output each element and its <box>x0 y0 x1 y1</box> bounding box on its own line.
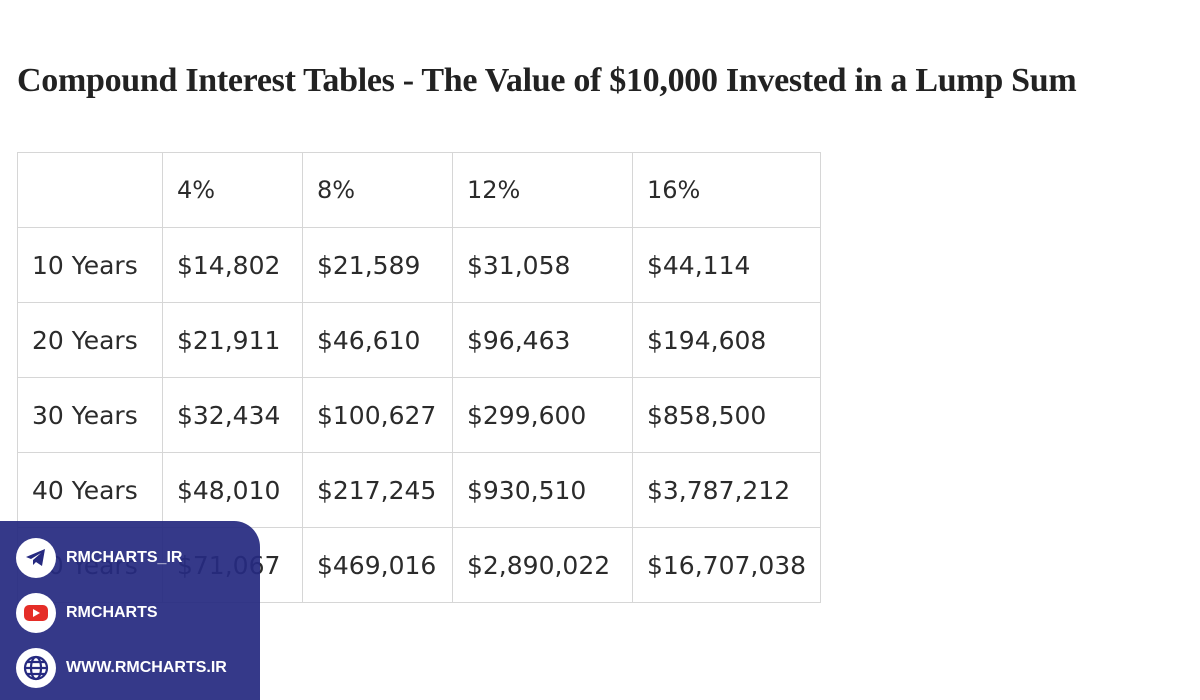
youtube-link[interactable]: RMCHARTS <box>16 593 158 633</box>
column-header: 4% <box>162 152 303 228</box>
value-cell: $21,911 <box>162 302 303 378</box>
watermark-panel: RMCHARTS_IR RMCHARTS WWW.RMCHARTS.IR <box>0 521 260 700</box>
value-cell: $44,114 <box>632 227 821 303</box>
column-header: 16% <box>632 152 821 228</box>
value-cell: $217,245 <box>302 452 453 528</box>
youtube-icon <box>16 593 56 633</box>
value-cell: $31,058 <box>452 227 633 303</box>
row-label: 10 Years <box>17 227 163 303</box>
telegram-icon <box>16 538 56 578</box>
telegram-handle: RMCHARTS_IR <box>66 549 183 566</box>
value-cell: $2,890,022 <box>452 527 633 603</box>
row-label: 20 Years <box>17 302 163 378</box>
value-cell: $299,600 <box>452 377 633 453</box>
value-cell: $3,787,212 <box>632 452 821 528</box>
value-cell: $32,434 <box>162 377 303 453</box>
table-row: 10 Years $14,802 $21,589 $31,058 $44,114 <box>17 227 821 303</box>
row-label: 40 Years <box>17 452 163 528</box>
value-cell: $46,610 <box>302 302 453 378</box>
value-cell: $469,016 <box>302 527 453 603</box>
value-cell: $194,608 <box>632 302 821 378</box>
value-cell: $14,802 <box>162 227 303 303</box>
value-cell: $21,589 <box>302 227 453 303</box>
interest-table: 4% 8% 12% 16% 10 Years $14,802 $21,589 $31,058 $… <box>17 152 821 603</box>
telegram-link[interactable]: RMCHARTS_IR <box>16 538 182 578</box>
globe-icon <box>16 648 56 688</box>
row-label: 30 Years <box>17 377 163 453</box>
value-cell: $100,627 <box>302 377 453 453</box>
value-cell: $930,510 <box>452 452 633 528</box>
column-header: 12% <box>452 152 633 228</box>
value-cell: $16,707,038 <box>632 527 821 603</box>
table-row: 40 Years $48,010 $217,245 $930,510 $3,787,21… <box>17 452 821 528</box>
column-header: 8% <box>302 152 453 228</box>
value-cell: $858,500 <box>632 377 821 453</box>
corner-cell <box>17 152 163 228</box>
value-cell: $48,010 <box>162 452 303 528</box>
table-row: 30 Years $32,434 $100,627 $299,600 $858,500 <box>17 377 821 453</box>
page-title: Compound Interest Tables - The Value of … <box>17 62 1077 99</box>
table-row: 20 Years $21,911 $46,610 $96,463 $194,608 <box>17 302 821 378</box>
website-url: WWW.RMCHARTS.IR <box>66 659 227 676</box>
youtube-handle: RMCHARTS <box>66 604 158 621</box>
value-cell: $96,463 <box>452 302 633 378</box>
header-row: 4% 8% 12% 16% <box>17 152 821 228</box>
website-link[interactable]: WWW.RMCHARTS.IR <box>16 648 227 688</box>
